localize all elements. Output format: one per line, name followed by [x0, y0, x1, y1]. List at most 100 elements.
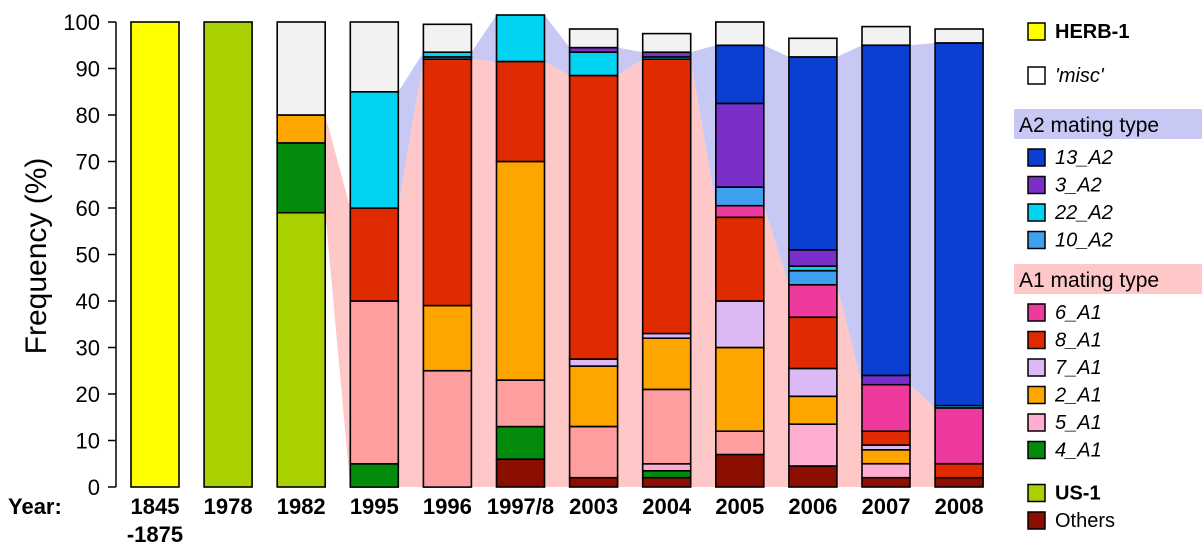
bar-segment [788, 56, 838, 251]
legend-label: 5_A1 [1055, 412, 1102, 434]
y-tick-label: 0 [88, 475, 100, 500]
bar-segment [422, 304, 473, 372]
legend-group-header-bg [1014, 264, 1202, 294]
bar-segment [349, 91, 400, 209]
year-label: Year: [8, 494, 62, 519]
mating-type-ribbons [325, 15, 936, 488]
legend-item: 7_A1 [1027, 357, 1102, 379]
x-tick-label: 2006 [788, 494, 837, 519]
bar-segment [934, 476, 984, 488]
y-tick-label: 40 [76, 289, 100, 314]
x-tick-label: 1845 [131, 494, 180, 519]
bar-segment [276, 21, 327, 116]
legend-item: HERB-1 [1027, 21, 1129, 43]
bar-segment [495, 60, 546, 163]
bar-segment [714, 453, 765, 488]
bar-9 [788, 37, 838, 488]
legend-label: 7_A1 [1055, 357, 1102, 379]
legend-item: 4_A1 [1027, 440, 1102, 462]
ribbon-a1 [471, 59, 497, 487]
bar-segment [714, 430, 765, 456]
y-tick-label: 90 [76, 57, 100, 82]
legend-swatch [1027, 413, 1046, 432]
y-tick-label: 80 [76, 103, 100, 128]
bar-segment [568, 28, 619, 49]
legend-swatch [1027, 175, 1046, 195]
bar-segment [788, 249, 838, 267]
legend-swatch [1027, 148, 1046, 167]
bar-segment [861, 430, 911, 446]
legend-label: 'misc' [1055, 65, 1105, 87]
bar-segment [861, 374, 911, 386]
bar-segment [641, 388, 692, 465]
x-tick-label: 1995 [350, 494, 399, 519]
ribbon-a1 [617, 59, 643, 487]
legend-item: 8_A1 [1027, 330, 1102, 352]
bar-segment [934, 407, 984, 465]
bar-segment [495, 458, 546, 488]
bar-segment [349, 21, 400, 93]
ribbon-a2 [471, 15, 497, 62]
ribbon-a2 [690, 45, 716, 206]
bar-segment [714, 102, 765, 188]
bar-10 [861, 25, 911, 488]
bar-segment [714, 204, 765, 219]
bar-segment [788, 37, 838, 58]
ribbon-a2 [910, 42, 936, 408]
legend-label: Others [1055, 510, 1115, 532]
bar-segment [349, 462, 400, 488]
ribbon-a1 [910, 384, 936, 487]
ribbon-a2 [836, 45, 862, 385]
bar-segment [568, 425, 619, 479]
y-tick-label: 20 [76, 382, 100, 407]
bar-segment [788, 283, 838, 319]
x-tick-label: 1982 [277, 494, 326, 519]
ribbon-a2 [544, 15, 570, 76]
bar-segment [934, 42, 984, 407]
bar-segment [349, 300, 400, 465]
legend-label: 8_A1 [1055, 330, 1102, 352]
legend-item: 22_A2 [1027, 202, 1113, 224]
legend-label: 4_A1 [1055, 440, 1102, 462]
bar-segment [788, 367, 838, 398]
ribbon-a1 [398, 59, 424, 487]
x-tick-label: -1875 [127, 522, 183, 547]
legend-label: HERB-1 [1055, 21, 1129, 43]
bar-segment [788, 465, 838, 488]
bar-segment [495, 160, 546, 381]
legend-item: US-1 [1027, 483, 1101, 505]
bar-segment [861, 383, 911, 433]
x-tick-label: 2007 [862, 494, 911, 519]
bar-segment [714, 21, 765, 47]
y-tick-label: 60 [76, 196, 100, 221]
bar-segment [934, 28, 984, 44]
bar-segment [714, 186, 765, 207]
legend-item: 'misc' [1027, 65, 1105, 87]
legend-group-header: A2 mating type [1019, 114, 1159, 137]
legend-group-header-bg [1014, 109, 1202, 139]
legend-item: 13_A2 [1027, 147, 1113, 169]
bar-segment [714, 346, 765, 432]
bar-3 [349, 21, 400, 488]
bar-segment [861, 476, 911, 488]
y-axis: 0 10 20 30 40 50 60 70 80 90 100 [63, 10, 117, 500]
y-tick-label: 30 [76, 336, 100, 361]
legend-label: 22_A2 [1054, 202, 1113, 224]
x-tick-label: 1996 [423, 494, 472, 519]
legend-swatch [1027, 303, 1046, 322]
legend-label: 10_A2 [1055, 230, 1113, 252]
bar-segment [788, 423, 838, 467]
ribbon-a2 [617, 47, 643, 76]
bar-6 [568, 28, 619, 488]
legend-item: 2_A1 [1027, 385, 1102, 407]
y-tick-label: 70 [76, 150, 100, 175]
legend-group-header: A1 mating type [1019, 269, 1159, 292]
bar-segment [276, 114, 327, 144]
legend-item: 3_A2 [1027, 175, 1102, 197]
ribbon-a1 [325, 115, 351, 487]
ribbon-a1 [836, 284, 862, 487]
stacked-bars [130, 14, 984, 488]
legend: HERB-1 'misc' A2 mating type 13_A2 3_A2 22_A2… [1014, 21, 1202, 532]
bar-segment [788, 395, 838, 425]
legend-label: US-1 [1055, 483, 1101, 505]
